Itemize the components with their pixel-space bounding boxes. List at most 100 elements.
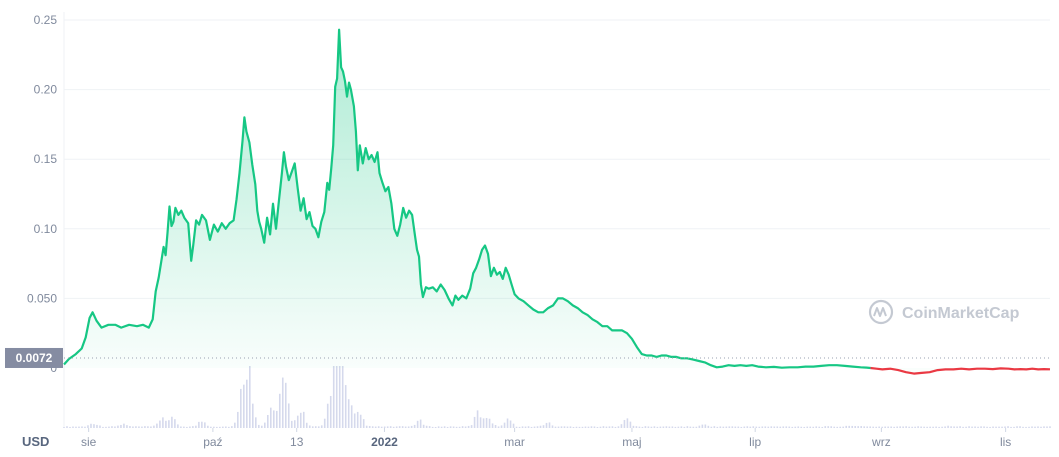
volume-bar (638, 426, 641, 428)
price-area-fill (64, 29, 1050, 374)
volume-bar (590, 426, 593, 428)
volume-bar (281, 377, 284, 428)
x-tick-label: lip (749, 435, 761, 449)
volume-bar (437, 426, 440, 428)
volume-bar (431, 426, 434, 428)
volume-bar (797, 426, 800, 428)
volume-bar (296, 415, 299, 428)
volume-bar (707, 425, 710, 428)
volume-bar (362, 419, 365, 428)
volume-bar (929, 426, 931, 428)
volume-bar (740, 426, 743, 428)
volume-bar (593, 426, 596, 428)
volume-bar (341, 366, 344, 428)
volume-bar (689, 426, 692, 428)
volume-bar (959, 426, 961, 428)
volume-bar (102, 426, 104, 428)
volume-bar (965, 426, 967, 428)
volume-bar (758, 426, 761, 428)
volume-bar (63, 426, 65, 428)
volume-bar (117, 425, 119, 428)
volume-bar (222, 426, 224, 428)
volume-bar (770, 426, 773, 428)
volume-bar (105, 426, 107, 428)
price-line[interactable] (63, 28, 1051, 375)
price-line-down[interactable] (870, 366, 1051, 375)
volume-bar (512, 423, 515, 428)
volume-bar (536, 426, 539, 428)
x-tick-label: sie (81, 435, 97, 449)
volume-bar (923, 426, 925, 428)
volume-bar (246, 379, 248, 428)
volume-bar (686, 426, 689, 428)
volume-bar (650, 426, 653, 428)
volume-bar (812, 426, 815, 428)
volume-bar (716, 426, 719, 428)
volume-bar (1013, 426, 1015, 428)
volume-bar (269, 407, 272, 428)
volume-bar (914, 426, 916, 428)
volume-bar (878, 426, 880, 428)
volume-bar (848, 425, 851, 428)
volume-bar (219, 426, 221, 428)
volume-bar (240, 388, 242, 428)
volume-bar (305, 422, 308, 428)
coinmarketcap-logo-icon (868, 299, 894, 325)
volume-bar (404, 426, 407, 428)
volume-bar (1025, 426, 1027, 428)
volume-bar (524, 426, 527, 428)
volume-bar (776, 426, 779, 428)
volume-bar (132, 426, 134, 428)
volume-bar (863, 426, 865, 428)
volume-bar (422, 424, 425, 428)
volume-bar (368, 425, 371, 428)
volume-bar (183, 426, 185, 428)
volume-bar (1007, 426, 1009, 428)
volume-bar (383, 426, 386, 428)
volume-bar (252, 403, 254, 428)
volume-bar (890, 426, 892, 428)
volume-bar (668, 426, 671, 428)
volume-bar (944, 426, 946, 428)
volume-bar (560, 426, 563, 428)
volume-bar (195, 425, 197, 428)
volume-bar (998, 426, 1000, 428)
volume-bar (482, 418, 485, 428)
volume-bar (458, 426, 461, 428)
volume-bar (803, 426, 806, 428)
volume-bar (950, 426, 952, 428)
volume-bar (1034, 426, 1036, 428)
volume-bar (192, 426, 194, 428)
volume-bar (141, 426, 143, 428)
volume-bar (596, 426, 599, 428)
volume-bar (1040, 426, 1042, 428)
volume-bar (231, 426, 233, 428)
volume-bar (249, 366, 251, 428)
volume-bar (764, 426, 767, 428)
volume-bar (971, 426, 973, 428)
price-line-up[interactable] (63, 28, 871, 370)
volume-bar (572, 426, 575, 428)
volume-bar (108, 426, 110, 428)
volume-bar (662, 426, 665, 428)
volume-bar (365, 425, 368, 428)
volume-bar (293, 420, 296, 428)
volume-bar (275, 410, 278, 428)
volume-bar (551, 425, 554, 428)
x-tick-label: paź (203, 435, 222, 449)
volume-bar (153, 425, 155, 428)
volume-bar (266, 415, 269, 428)
volume-bar (743, 426, 746, 428)
volume-bar (207, 425, 209, 428)
y-tick-label: 0.10 (34, 222, 58, 236)
volume-bar (150, 426, 152, 428)
volume-bar (752, 426, 755, 428)
volume-bar (452, 426, 455, 428)
volume-bar (323, 418, 326, 428)
volume-bar (258, 424, 260, 428)
volume-bar (986, 426, 988, 428)
volume-bar (1043, 426, 1045, 428)
volume-bar (935, 426, 937, 428)
volume-bar (165, 420, 167, 428)
